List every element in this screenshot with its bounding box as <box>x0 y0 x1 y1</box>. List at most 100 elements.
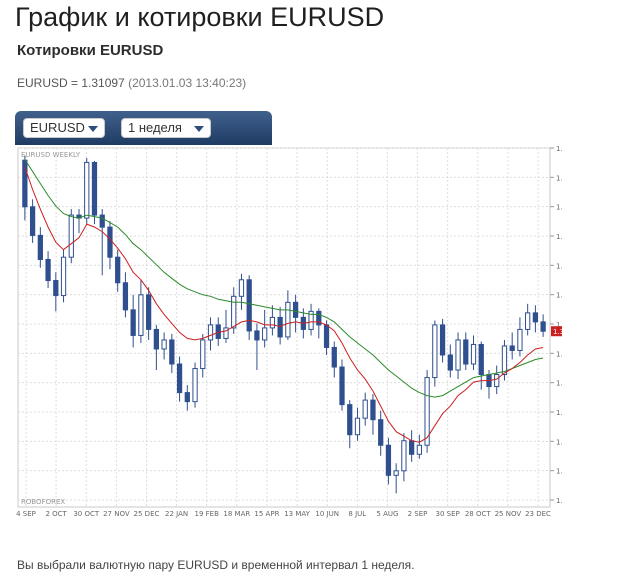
candle <box>45 258 51 282</box>
x-tick-label: 2 OCT <box>45 510 67 518</box>
candle <box>393 470 399 476</box>
candle <box>207 324 214 341</box>
candle <box>494 374 500 388</box>
candle <box>478 343 484 376</box>
candle <box>525 312 531 330</box>
candlestick-chart: 1.4326 1.4131 1.3936 1.3741 1.3546 1.3351 1.31… <box>16 145 562 518</box>
chart-toolbar: EURUSD 1 неделя <box>15 111 272 145</box>
candle <box>146 294 152 330</box>
y-tick-label: 1.2181 <box>556 468 562 476</box>
candle <box>29 206 36 236</box>
candle <box>424 377 430 446</box>
x-tick-label: 8 JUL <box>348 510 366 518</box>
x-tick-label: 15 APR <box>254 510 279 518</box>
candle <box>161 339 167 350</box>
interval-select[interactable]: 1 неделя <box>121 118 211 138</box>
chevron-down-icon <box>194 126 204 132</box>
candle <box>308 310 314 330</box>
x-tick-label: 25 NOV <box>495 510 522 518</box>
candle <box>385 444 392 476</box>
candle <box>517 328 523 351</box>
candle <box>130 309 136 336</box>
candle <box>277 316 283 338</box>
candle <box>316 310 322 326</box>
candle <box>285 301 291 338</box>
x-tick-label: 28 OCT <box>465 510 492 518</box>
candle <box>463 339 469 365</box>
candle <box>532 312 539 323</box>
chart-title: EURUSD WEEKLY <box>21 151 81 159</box>
candle <box>60 256 67 297</box>
candle <box>223 327 229 339</box>
candle <box>99 214 105 228</box>
y-tick-label: 1.2376 <box>556 438 562 446</box>
ma-fast-line <box>24 166 544 443</box>
x-tick-label: 18 MAR <box>223 510 250 518</box>
y-tick-label: 1.4326 <box>556 145 562 153</box>
candle <box>184 392 190 403</box>
x-tick-label: 22 JAN <box>165 510 188 518</box>
current-price-label: 1.3108 <box>553 328 562 336</box>
x-tick-label: 13 MAY <box>284 510 310 518</box>
candle <box>254 330 260 341</box>
candle <box>447 354 453 371</box>
chevron-down-icon <box>88 126 98 132</box>
y-tick-label: 1.3156 <box>556 321 562 329</box>
x-tick-label: 4 SEP <box>16 510 36 518</box>
candle <box>84 161 90 219</box>
candle <box>115 256 121 284</box>
interval-select-value: 1 неделя <box>128 120 182 135</box>
candle <box>292 301 299 318</box>
x-tick-label: 19 FEB <box>195 510 220 518</box>
x-tick-label: 27 NOV <box>103 510 130 518</box>
candle <box>347 404 353 436</box>
candle <box>192 368 198 403</box>
candle <box>262 327 268 341</box>
candle <box>439 324 446 356</box>
candle <box>107 226 113 258</box>
candle <box>153 328 159 350</box>
y-tick-label: 1.3546 <box>556 262 562 270</box>
ma-slow-line <box>24 159 544 398</box>
candle <box>200 339 206 370</box>
x-tick-label: 23 DEC <box>525 510 551 518</box>
quote-value: EURUSD = 1.31097 <box>17 76 125 90</box>
candle <box>370 399 376 421</box>
y-tick-label: 1.4131 <box>556 174 562 182</box>
pair-select[interactable]: EURUSD <box>23 118 105 138</box>
candle <box>176 363 183 394</box>
x-tick-label: 30 OCT <box>73 510 100 518</box>
x-tick-label: 5 AUG <box>376 510 398 518</box>
quote-line: EURUSD = 1.31097 (2013.01.03 13:40:23) <box>17 76 246 90</box>
candle <box>91 161 98 216</box>
candle <box>362 399 368 419</box>
y-tick-label: 1.1986 <box>556 497 562 505</box>
y-tick-label: 1.2961 <box>556 350 562 358</box>
candle <box>122 282 129 311</box>
y-tick-label: 1.3741 <box>556 233 562 241</box>
candle <box>138 294 144 336</box>
y-tick-label: 1.3351 <box>556 292 562 300</box>
current-price-tag <box>551 326 562 337</box>
candle <box>354 417 361 436</box>
candle <box>416 444 422 455</box>
candle <box>501 345 508 376</box>
candle <box>509 345 515 351</box>
candle <box>169 339 175 365</box>
section-title: Котировки EURUSD <box>17 42 164 59</box>
candle <box>246 279 252 332</box>
x-tick-label: 10 JUN <box>315 510 339 518</box>
candle <box>238 279 245 297</box>
pair-select-value: EURUSD <box>30 120 85 135</box>
candle <box>401 440 407 472</box>
candle <box>323 324 330 348</box>
candle <box>53 280 59 297</box>
x-tick-label: 2 SEP <box>408 510 428 518</box>
candle <box>432 324 438 379</box>
x-tick-label: 30 SEP <box>436 510 460 518</box>
candle <box>470 343 477 365</box>
chart-watermark: ROBOFOREX <box>21 498 65 506</box>
selection-summary: Вы выбрали валютную пару EURUSD и времен… <box>17 558 415 572</box>
candle <box>409 440 415 455</box>
candle <box>455 339 461 371</box>
